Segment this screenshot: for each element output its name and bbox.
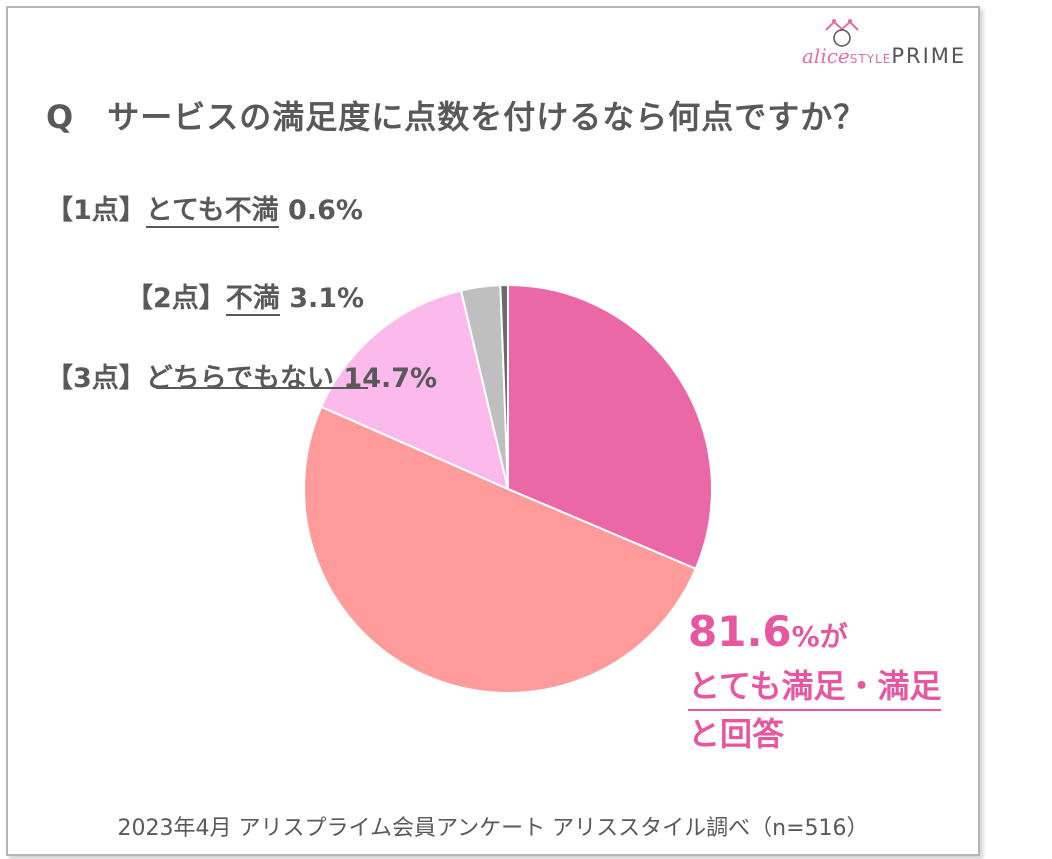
callout-pct-unit: %が — [791, 620, 848, 653]
label-2-tag: 【2点】 — [126, 283, 226, 314]
callout-pct: 81.6 — [688, 607, 792, 656]
callout-line3: と回答 — [688, 715, 785, 753]
satisfaction-callout: 81.6%が とても満足・満足 と回答 — [688, 606, 942, 757]
pie-slice-3 — [319, 289, 510, 491]
label-3-tag: 【3点】 — [46, 363, 146, 394]
logo-prime: PRIME — [891, 44, 967, 68]
logo-style: STYLE — [849, 52, 892, 66]
crown-icon — [825, 19, 859, 47]
label-1-name: とても不満 — [145, 195, 279, 228]
chart-title: Q サービスの満足度に点数を付けるなら何点ですか？ — [46, 98, 867, 136]
survey-footer: 2023年4月 アリスプライム会員アンケート アリススタイル調べ（n=516） — [117, 816, 869, 841]
label-3-leader-line — [156, 387, 368, 389]
label-3-pct: 14.7% — [343, 363, 438, 394]
logo-alice: alice — [802, 44, 850, 68]
label-2-name: 不満 — [225, 283, 280, 316]
pie-slice-1 — [507, 283, 713, 571]
label-2-point: 【2点】不満 3.1% — [126, 276, 365, 316]
label-1-point: 【1点】とても不満 0.6% — [46, 188, 363, 228]
label-3-point: 【3点】どちらでもない 14.7% — [46, 356, 437, 395]
pie-chart — [303, 283, 713, 694]
label-3-name: どちらでもない — [145, 363, 334, 394]
chart-frame: aliceSTYLEPRIME Q サービスの満足度に点数を付けるなら何点ですか… — [6, 6, 980, 856]
label-1-pct: 0.6% — [288, 195, 363, 226]
alice-style-prime-logo: aliceSTYLEPRIME — [800, 16, 975, 74]
pie-slice-5 — [499, 283, 509, 490]
label-1-tag: 【1点】 — [46, 195, 146, 226]
callout-line2: とても満足・満足 — [688, 663, 942, 711]
pie-slice-2 — [303, 405, 698, 694]
label-2-pct: 3.1% — [289, 283, 365, 314]
